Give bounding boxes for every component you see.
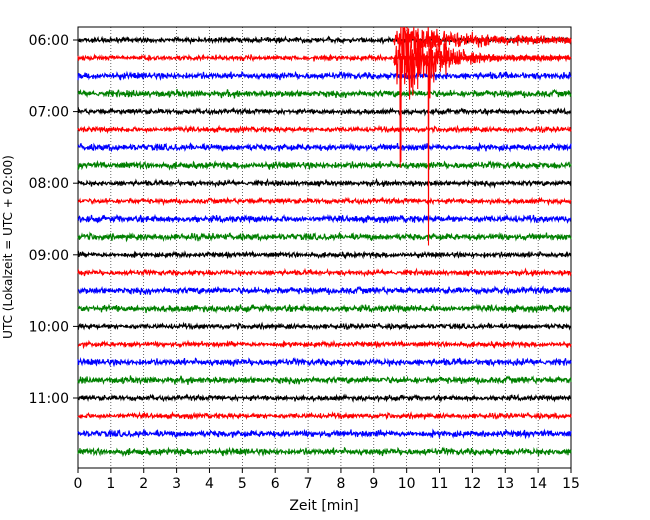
x-tick-label: 14 (529, 476, 547, 492)
x-tick-label: 15 (562, 476, 580, 492)
seismic-trace (77, 250, 572, 260)
seismic-trace (77, 231, 572, 243)
seismic-trace (77, 124, 572, 135)
y-tick-label: 06:00 (29, 33, 69, 49)
y-axis-label: UTC (Lokalzeit = UTC + 02:00) (1, 155, 15, 339)
seismic-trace (77, 446, 572, 458)
seismic-trace (77, 213, 572, 224)
seismic-trace (77, 88, 572, 99)
seismic-trace (77, 339, 572, 350)
y-tick-label: 07:00 (29, 105, 69, 121)
x-tick-label: 6 (271, 476, 280, 492)
seismic-trace (77, 356, 572, 368)
seismic-trace (77, 284, 572, 296)
seismic-trace (77, 321, 572, 331)
y-tick-label: 10:00 (29, 319, 69, 335)
seismic-trace (77, 375, 572, 386)
x-tick-label: 10 (398, 476, 416, 492)
x-tick-label: 9 (369, 476, 378, 492)
x-tick-label: 4 (205, 476, 214, 492)
seismic-trace (77, 141, 572, 153)
seismic-trace (77, 303, 572, 314)
seismic-trace (77, 267, 572, 278)
x-tick-label: 3 (172, 476, 181, 492)
seismic-trace (77, 196, 572, 207)
x-axis-label: Zeit [min] (289, 498, 358, 514)
x-tick-label: 12 (463, 476, 481, 492)
plot-frame (77, 26, 572, 469)
x-tick-label: 1 (106, 476, 115, 492)
seismic-trace (77, 411, 572, 421)
x-tick-label: 0 (74, 476, 83, 492)
seismic-trace (77, 70, 572, 81)
x-tick-label: 2 (139, 476, 148, 492)
x-tick-label: 5 (238, 476, 247, 492)
seismic-trace (77, 428, 572, 440)
x-tick-label: 8 (336, 476, 345, 492)
x-tick-label: 13 (496, 476, 514, 492)
x-tick-label: 11 (431, 476, 449, 492)
seismic-traces (77, 26, 572, 458)
seismic-trace (77, 159, 572, 171)
y-tick-label: 09:00 (29, 248, 69, 264)
earthquake-signal (392, 26, 572, 57)
x-tick-label: 7 (304, 476, 313, 492)
y-axis-ticks: 06:00 07:00 08:00 09:00 10:00 11:00 (29, 33, 78, 407)
plot-area (77, 26, 572, 469)
seismic-trace (77, 177, 572, 189)
y-tick-label: 11:00 (29, 391, 69, 407)
seismic-trace (77, 393, 572, 403)
y-tick-label: 08:00 (29, 176, 69, 192)
seismic-trace (77, 106, 572, 117)
x-axis-ticks: 0 1 2 3 4 5 6 7 8 9 10 11 12 13 14 15 (74, 468, 580, 492)
earthquake-signal (393, 26, 572, 246)
